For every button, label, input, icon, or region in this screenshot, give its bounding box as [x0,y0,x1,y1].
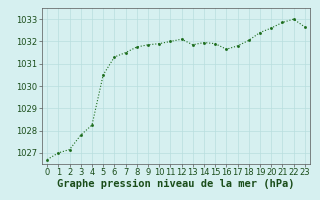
X-axis label: Graphe pression niveau de la mer (hPa): Graphe pression niveau de la mer (hPa) [57,179,295,189]
